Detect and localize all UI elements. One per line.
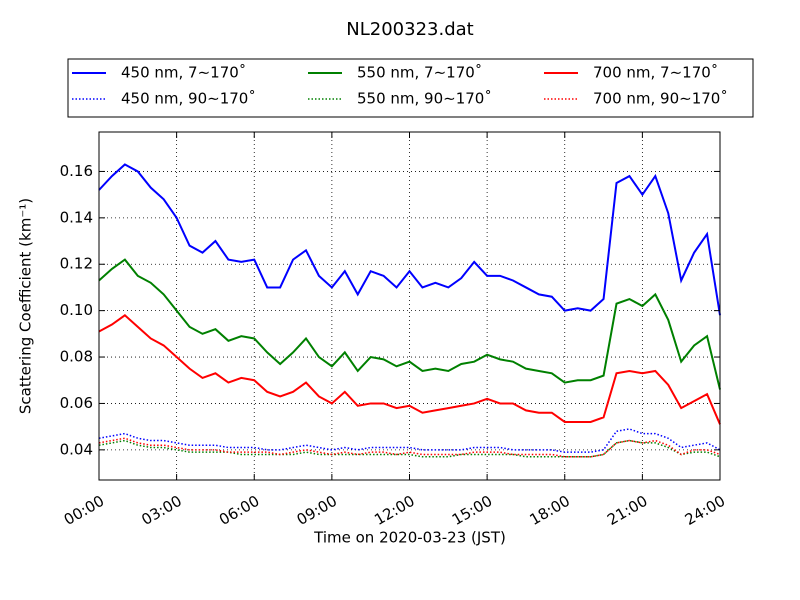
- x-axis-label: Time on 2020-03-23 (JST): [313, 529, 506, 547]
- y-tick-label: 0.06: [60, 394, 93, 412]
- y-axis-label: Scattering Coefficient (km⁻¹): [17, 198, 35, 414]
- legend: 450 nm, 7∼170˚ 450 nm, 90∼170˚ 550 nm, 7∼1…: [67, 58, 754, 118]
- y-tick-label: 0.08: [60, 348, 93, 366]
- y-tick-label: 0.16: [60, 162, 93, 180]
- data-line: [98, 437, 721, 458]
- data-line: [98, 439, 721, 458]
- legend-label: 700 nm, 90∼170˚: [593, 90, 728, 108]
- y-tick-label: 0.10: [60, 301, 93, 319]
- legend-label: 550 nm, 90∼170˚: [357, 90, 492, 108]
- data-line: [98, 163, 721, 316]
- y-tick-label: 0.14: [60, 208, 93, 226]
- legend-label: 550 nm, 7∼170˚: [357, 64, 482, 82]
- data-line: [98, 258, 721, 390]
- y-tick-label: 0.04: [60, 440, 93, 458]
- legend-label: 700 nm, 7∼170˚: [593, 64, 718, 82]
- legend-label: 450 nm, 90∼170˚: [121, 90, 256, 108]
- data-line: [98, 313, 721, 425]
- plot-area: [98, 132, 721, 480]
- chart-title: NL200323.dat: [346, 19, 473, 40]
- legend-frame: [67, 58, 754, 118]
- y-tick-label: 0.12: [60, 255, 93, 273]
- data-line: [98, 428, 721, 453]
- legend-label: 450 nm, 7∼170˚: [121, 64, 246, 82]
